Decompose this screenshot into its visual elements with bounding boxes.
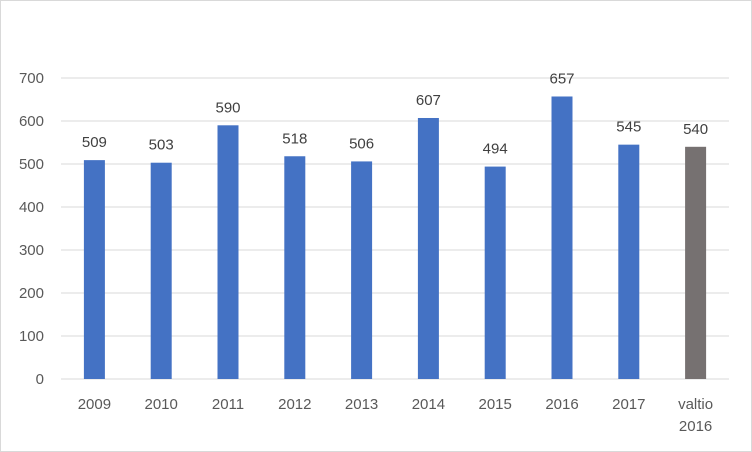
data-label: 509 xyxy=(82,134,107,151)
x-tick-label: 2010 xyxy=(145,396,178,413)
bar xyxy=(484,166,506,379)
data-label: 540 xyxy=(683,121,708,138)
data-label: 503 xyxy=(149,137,174,154)
data-label: 590 xyxy=(215,99,240,116)
y-tick-label: 100 xyxy=(19,328,44,345)
data-label: 506 xyxy=(349,135,374,152)
data-labels: 509 503 590 518 506 607 494 657 545 540 xyxy=(82,70,708,157)
y-tick-label: 0 xyxy=(36,371,44,388)
bar xyxy=(217,125,239,379)
data-label: 518 xyxy=(282,130,307,147)
x-tick-label: 2014 xyxy=(412,396,445,413)
y-tick-label: 300 xyxy=(19,242,44,259)
bar xyxy=(417,117,439,380)
y-axis-ticks: 0 100 200 300 400 500 600 700 xyxy=(19,70,44,388)
data-label: 607 xyxy=(416,92,441,109)
y-tick-label: 400 xyxy=(19,199,44,216)
bar xyxy=(284,156,306,379)
x-tick-label: 2017 xyxy=(612,396,645,413)
gridlines xyxy=(61,77,729,380)
x-tick-label: 2013 xyxy=(345,396,378,413)
x-tick-label: 2009 xyxy=(78,396,111,413)
x-tick-label: valtio xyxy=(678,396,713,413)
x-tick-label: 2016 xyxy=(679,418,712,435)
y-tick-label: 700 xyxy=(19,70,44,87)
bar xyxy=(150,162,172,379)
y-tick-label: 600 xyxy=(19,113,44,130)
data-label: 657 xyxy=(549,70,574,87)
bar xyxy=(83,160,105,379)
x-axis-ticks: 2009 2010 2011 2012 2013 2014 2015 2016 2017 valt… xyxy=(78,396,713,435)
bars xyxy=(83,96,707,380)
x-tick-label: 2015 xyxy=(479,396,512,413)
y-tick-label: 500 xyxy=(19,156,44,173)
bar xyxy=(618,144,640,379)
bar xyxy=(351,161,373,379)
x-tick-label: 2016 xyxy=(545,396,578,413)
bar xyxy=(551,96,573,380)
x-tick-label: 2011 xyxy=(212,396,244,413)
data-label: 494 xyxy=(483,141,508,158)
bar xyxy=(685,146,707,379)
y-tick-label: 200 xyxy=(19,285,44,302)
x-tick-label: 2012 xyxy=(278,396,311,413)
data-label: 545 xyxy=(616,119,641,136)
